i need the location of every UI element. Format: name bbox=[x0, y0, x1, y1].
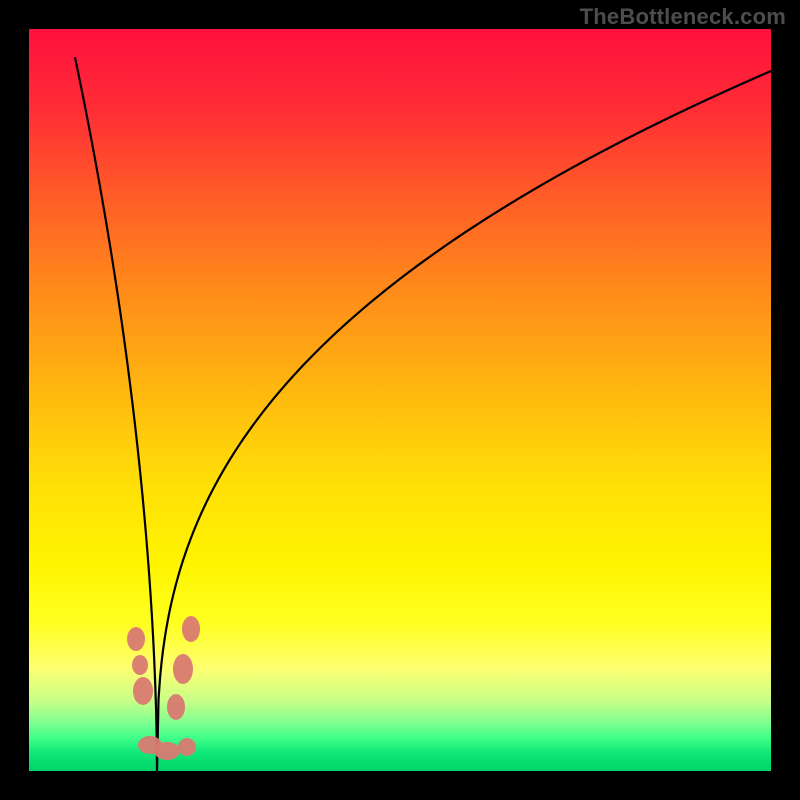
data-point bbox=[182, 616, 200, 642]
watermark-text: TheBottleneck.com bbox=[580, 4, 786, 30]
data-point bbox=[173, 654, 193, 684]
curve-layer bbox=[29, 29, 771, 771]
data-point bbox=[127, 627, 145, 651]
data-point bbox=[167, 694, 185, 720]
data-point bbox=[178, 738, 196, 756]
data-point bbox=[154, 742, 180, 760]
data-point bbox=[133, 677, 153, 705]
plot-area bbox=[29, 29, 771, 771]
data-point bbox=[132, 655, 148, 675]
chart-root: { "canvas": { "width": 800, "height": 80… bbox=[0, 0, 800, 800]
